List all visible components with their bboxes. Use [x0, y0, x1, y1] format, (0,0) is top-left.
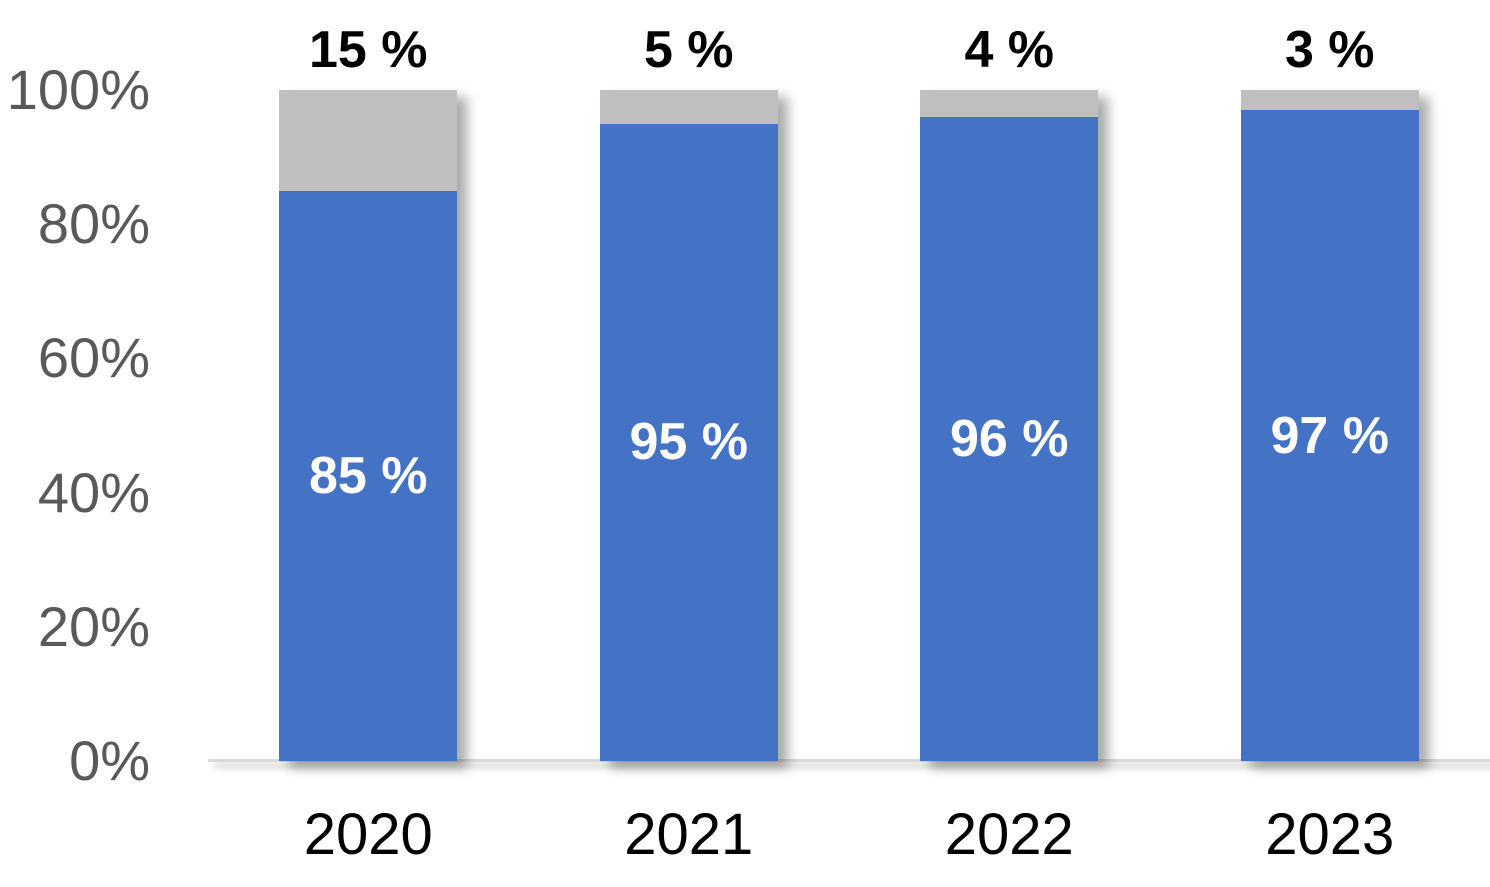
- blue-bar-segment[interactable]: 85 %: [279, 190, 458, 761]
- x-axis-category-label: 2023: [1265, 802, 1395, 867]
- blue-segment-data-label: 85 %: [308, 446, 428, 505]
- gray-segment-data-label: 3 %: [1284, 21, 1375, 79]
- stacked-column[interactable]: 96 %: [920, 90, 1099, 761]
- y-axis-tick-label: 0%: [69, 729, 150, 792]
- y-axis-tick-label: 40%: [37, 460, 150, 524]
- blue-segment-data-label: 95 %: [629, 413, 749, 472]
- blue-bar-segment[interactable]: 97 %: [1240, 110, 1419, 761]
- y-axis-tick-label: 60%: [37, 326, 150, 390]
- gray-segment-data-label: 5 %: [643, 21, 734, 79]
- bar-group-2021: 5 % 95 % 2021: [599, 0, 778, 887]
- blue-segment-data-label: 97 %: [1270, 406, 1390, 465]
- bar-group-2020: 15 % 85 % 2020: [279, 0, 458, 887]
- x-axis-line: [208, 759, 1490, 762]
- gray-bar-segment[interactable]: [279, 90, 458, 191]
- stacked-column[interactable]: 95 %: [599, 90, 778, 761]
- blue-bar-segment[interactable]: 96 %: [920, 116, 1099, 761]
- gray-bar-segment[interactable]: [1240, 90, 1419, 111]
- gray-bar-segment[interactable]: [920, 90, 1099, 117]
- blue-segment-data-label: 96 %: [949, 409, 1069, 468]
- x-axis-category-label: 2020: [303, 802, 433, 867]
- gray-segment-data-label: 4 %: [964, 21, 1055, 79]
- stacked-column[interactable]: 85 %: [279, 90, 458, 761]
- stacked-column[interactable]: 97 %: [1240, 90, 1419, 761]
- gray-segment-data-label: 15 %: [308, 21, 428, 79]
- y-axis-tick-label: 100%: [6, 58, 150, 121]
- blue-bar-segment[interactable]: 95 %: [599, 123, 778, 761]
- x-axis-category-label: 2021: [624, 802, 754, 867]
- bar-group-2023: 3 % 97 % 2023: [1240, 0, 1419, 887]
- y-axis-tick-label: 80%: [37, 192, 150, 256]
- bar-group-2022: 4 % 96 % 2022: [920, 0, 1099, 887]
- x-axis-category-label: 2022: [944, 802, 1074, 867]
- gray-bar-segment[interactable]: [599, 90, 778, 124]
- y-axis-tick-label: 20%: [37, 594, 150, 658]
- y-axis: 0% 20% 40% 60% 80% 100%: [0, 0, 150, 887]
